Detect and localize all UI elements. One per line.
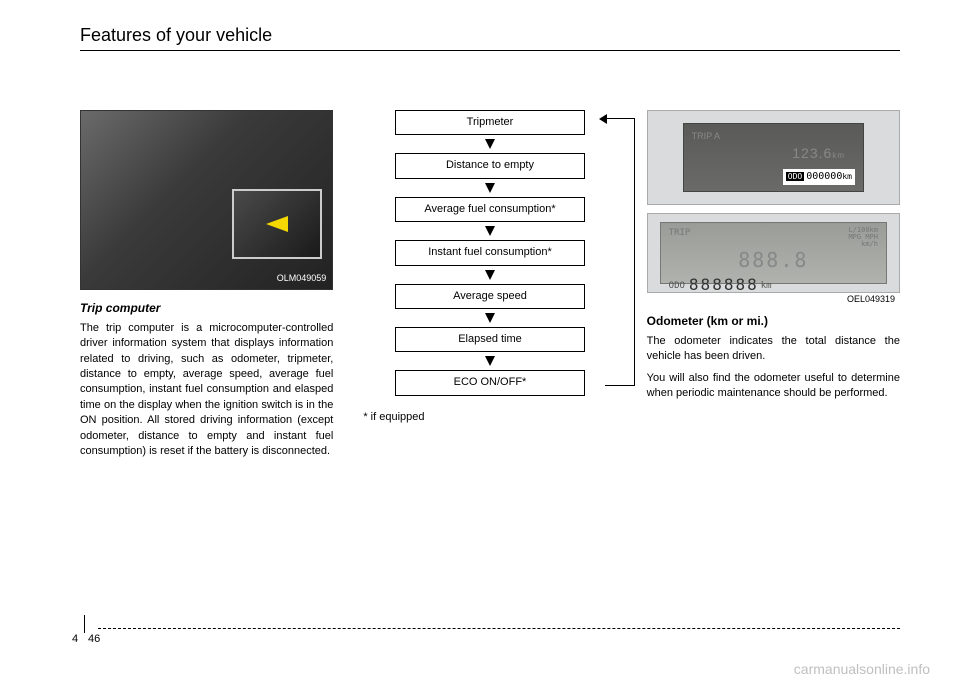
lcd1-odo-unit: km	[842, 172, 852, 181]
lcd1-odo-label: ODO	[786, 172, 804, 181]
lcd2-trip-label: TRIP	[669, 227, 691, 248]
flow-arrow-icon	[485, 226, 495, 236]
flow-arrow-icon	[485, 139, 495, 149]
lcd2-odo-unit: km	[761, 281, 772, 291]
flow-box: Tripmeter	[395, 110, 585, 135]
trip-button-photo: OLM049059	[80, 110, 333, 290]
section-number: 4	[72, 633, 78, 645]
page-header: Features of your vehicle	[80, 25, 900, 51]
lcd1-trip-label: TRIP A	[692, 130, 720, 143]
footer-page-numbers: 4 46	[60, 633, 900, 649]
flow-box: Average speed	[395, 284, 585, 309]
lcd-display-2: TRIP L/100km MPG MPH km/h 888.8 ODO 88888…	[647, 213, 900, 293]
header-rule	[80, 50, 900, 51]
lcd1-odometer: ODO000000km	[783, 169, 855, 185]
flow-return-line	[617, 118, 635, 386]
column-2: Tripmeter Distance to empty Average fuel…	[363, 110, 616, 459]
trip-computer-body: The trip computer is a microcomputer-con…	[80, 321, 333, 460]
lcd2-top-row: TRIP L/100km MPG MPH km/h	[669, 227, 878, 248]
lcd1-value-unit: km	[832, 151, 845, 160]
flow-arrow-icon	[485, 356, 495, 366]
lcd1-value: 123.6km	[792, 144, 845, 164]
odometer-p1: The odometer indicates the total distanc…	[647, 334, 900, 365]
flow-box: Distance to empty	[395, 153, 585, 178]
lcd2-mid-value: 888.8	[669, 246, 878, 274]
lcd-display-1: TRIP A 123.6km ODO000000km	[647, 110, 900, 205]
odometer-heading: Odometer (km or mi.)	[647, 313, 900, 330]
flow-box: Average fuel consumption*	[395, 197, 585, 222]
lcd2-caption: OEL049319	[847, 293, 895, 306]
content-columns: OLM049059 Trip computer The trip compute…	[80, 110, 900, 459]
lcd1-value-num: 123.6	[792, 145, 832, 161]
flow-arrow-icon	[485, 270, 495, 280]
lcd2-screen: TRIP L/100km MPG MPH km/h 888.8 ODO88888…	[660, 222, 887, 284]
if-equipped-note: * if equipped	[363, 410, 616, 425]
footer-tick	[84, 615, 85, 633]
flow-box: Instant fuel consumption*	[395, 240, 585, 265]
column-1: OLM049059 Trip computer The trip compute…	[80, 110, 333, 459]
odometer-p2: You will also find the odometer useful t…	[647, 371, 900, 402]
photo-caption: OLM049059	[277, 272, 327, 285]
flow-diagram: Tripmeter Distance to empty Average fuel…	[363, 110, 616, 396]
lcd2-odo-label: ODO	[669, 281, 685, 291]
photo-inset	[232, 189, 322, 259]
watermark: carmanualsonline.info	[794, 661, 930, 677]
page-footer: 4 46	[60, 628, 900, 649]
flow-box: Elapsed time	[395, 327, 585, 352]
lcd2-odo-value: 888888	[689, 275, 759, 294]
lcd2-units: L/100km MPG MPH km/h	[848, 227, 878, 248]
column-3: TRIP A 123.6km ODO000000km TRIP L/100km …	[647, 110, 900, 459]
footer-rule	[98, 628, 900, 629]
yellow-arrow-icon	[266, 216, 288, 232]
trip-computer-heading: Trip computer	[80, 300, 333, 317]
flow-arrow-icon	[485, 183, 495, 193]
lcd1-odo-value: 000000	[806, 171, 842, 182]
flow-arrow-icon	[485, 313, 495, 323]
page-number: 46	[88, 633, 100, 645]
lcd1-screen: TRIP A 123.6km ODO000000km	[683, 123, 864, 192]
header-title: Features of your vehicle	[80, 25, 900, 50]
flow-box: ECO ON/OFF*	[395, 370, 585, 395]
